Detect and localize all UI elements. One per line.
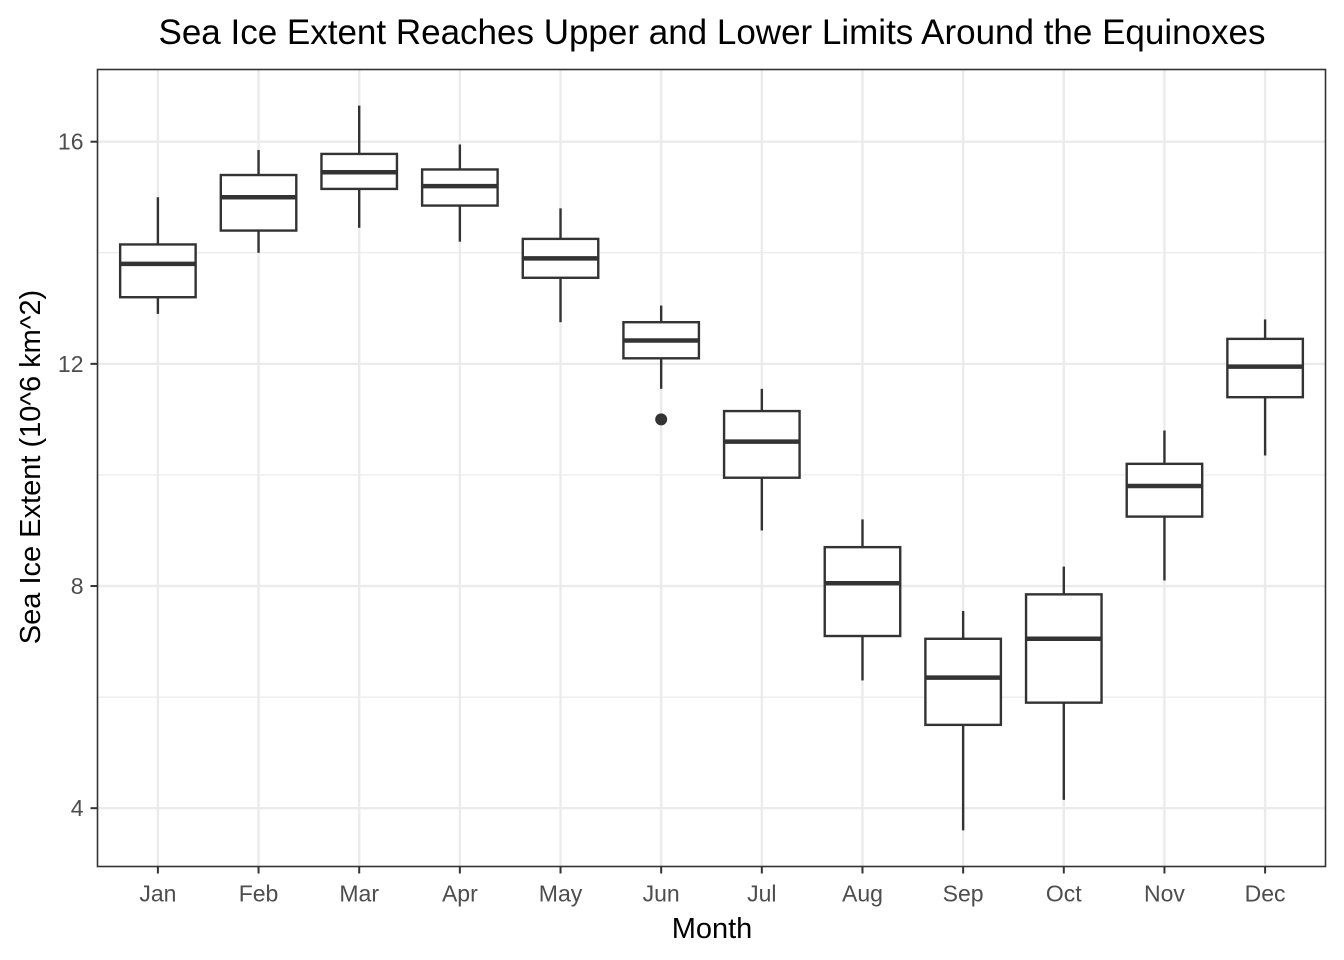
- box-jun: [622, 305, 701, 426]
- y-tick-label: 12: [58, 351, 84, 377]
- y-axis-title: Sea Ice Extent (10^6 km^2): [15, 290, 47, 644]
- x-axis-title: Month: [672, 913, 753, 945]
- iqr-box: [823, 545, 902, 638]
- x-tick-label: Feb: [239, 881, 279, 907]
- box-mar: [320, 105, 399, 228]
- iqr-box: [118, 243, 197, 299]
- x-tick-label: Jul: [747, 881, 776, 907]
- iqr-box: [1125, 462, 1204, 518]
- iqr-box: [1024, 593, 1103, 704]
- box-feb: [219, 150, 298, 253]
- outlier-point: [655, 413, 668, 426]
- x-tick-label: Apr: [442, 881, 478, 907]
- iqr-box: [219, 173, 298, 232]
- box-sep: [924, 611, 1003, 831]
- x-tick-label: Nov: [1144, 881, 1185, 907]
- box-jul: [722, 388, 801, 531]
- iqr-box: [722, 409, 801, 479]
- x-tick-label: Mar: [339, 881, 379, 907]
- x-tick-label: Jan: [139, 881, 176, 907]
- x-tick-label: Dec: [1245, 881, 1286, 907]
- axes-layer: 4 8 12 16 Jan Feb Mar Apr May Jun Jul Aug Sep Oct Nov D…: [58, 129, 1286, 907]
- chart-title: Sea Ice Extent Reaches Upper and Lower L…: [158, 13, 1265, 52]
- iqr-box: [924, 637, 1003, 727]
- y-tick-label: 4: [71, 795, 84, 821]
- y-tick-label: 16: [58, 129, 84, 155]
- x-tick-label: May: [539, 881, 583, 907]
- y-tick-label: 8: [71, 573, 84, 599]
- box-aug: [823, 519, 902, 681]
- x-tick-label: Sep: [943, 881, 984, 907]
- x-tick-label: Jun: [643, 881, 680, 907]
- x-tick-label: Aug: [842, 881, 883, 907]
- box-dec: [1226, 319, 1305, 456]
- box-apr: [420, 144, 499, 242]
- box-may: [521, 208, 600, 323]
- x-tick-label: Oct: [1046, 881, 1082, 907]
- panel-border: [96, 68, 1327, 868]
- box-jan: [118, 197, 197, 314]
- box-oct: [1024, 566, 1103, 800]
- boxes-layer: [118, 105, 1305, 831]
- box-nov: [1125, 430, 1204, 581]
